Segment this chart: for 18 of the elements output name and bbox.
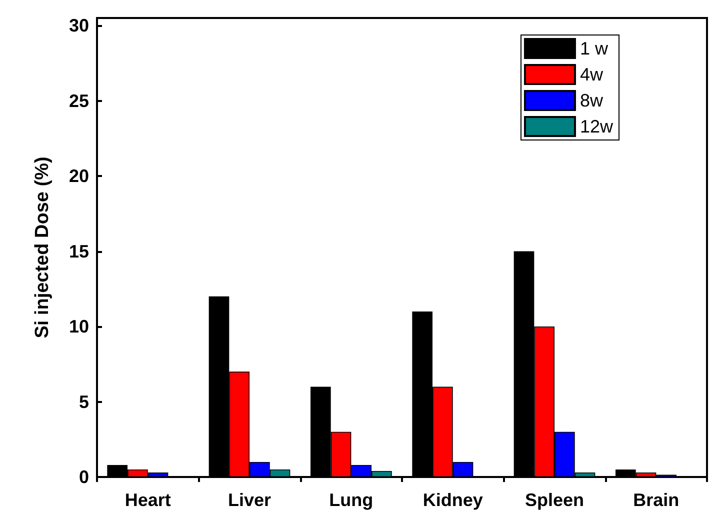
y-tick-label: 25 <box>68 90 89 111</box>
y-tick-label: 5 <box>78 392 89 412</box>
legend-label: 12w <box>580 116 614 136</box>
legend-label: 8w <box>580 90 604 110</box>
y-tick-label: 20 <box>68 166 89 186</box>
x-tick-label: Kidney <box>422 490 483 510</box>
y-tick-label: 10 <box>68 316 89 337</box>
y-axis-title: Si injected Dose (%) <box>32 156 53 338</box>
y-tick-label: 30 <box>68 16 89 36</box>
legend-label: 1 w <box>580 38 609 58</box>
x-tick-label: Heart <box>124 490 171 510</box>
x-tick-label: Liver <box>228 490 272 510</box>
x-tick-label: Brain <box>633 490 680 510</box>
x-tick-label: Spleen <box>524 490 584 510</box>
y-tick-label: 0 <box>78 467 89 487</box>
y-tick-label: 15 <box>68 241 89 262</box>
legend-label: 4w <box>580 64 604 84</box>
x-tick-label: Lung <box>329 490 374 510</box>
